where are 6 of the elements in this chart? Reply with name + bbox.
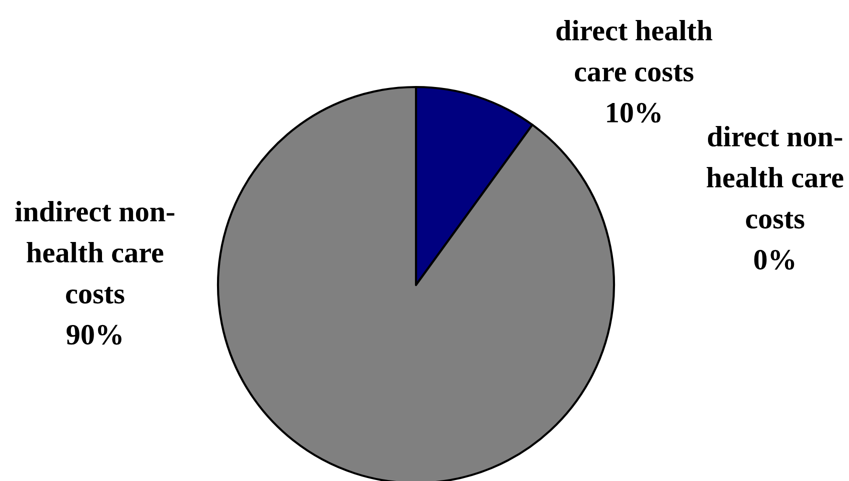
slice-label: direct health care costs — [556, 20, 712, 82]
category-label: direct non- health care costs — [706, 126, 844, 229]
data-label: 10% — [607, 102, 660, 123]
slice-label: indirect non- health care costs — [15, 201, 174, 304]
data-label: 90% — [66, 324, 122, 345]
text: 0% — [754, 250, 794, 270]
